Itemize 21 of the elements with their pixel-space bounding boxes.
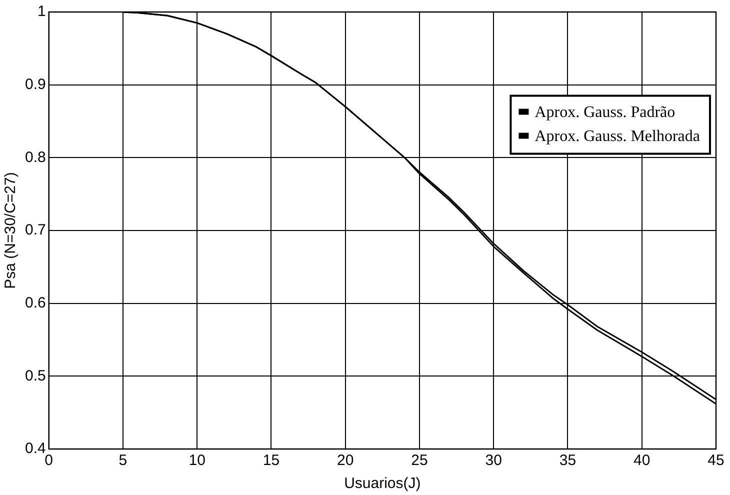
x-tick-label: 20: [337, 452, 354, 470]
x-tick-label: 40: [634, 452, 650, 470]
x-axis-title: Usuarios(J): [344, 475, 421, 492]
x-tick-label: 35: [559, 452, 576, 470]
x-tick-label: 25: [411, 452, 428, 470]
x-tick-label: 5: [118, 452, 128, 470]
y-tick-label: 0.5: [24, 367, 46, 384]
y-tick-label: 0.8: [24, 148, 46, 166]
y-tick-label: 1: [38, 3, 46, 20]
x-tick-label: 10: [188, 452, 206, 470]
legend-label: Aprox. Gauss. Padrão: [534, 104, 676, 121]
y-axis-title: Psa (N=30/C=27): [2, 172, 20, 289]
x-tick-label: 45: [708, 452, 724, 470]
legend-label: Aprox. Gauss. Melhorada: [534, 128, 700, 145]
y-tick-label: 0.4: [24, 440, 46, 458]
x-tick-label: 0: [44, 452, 54, 470]
y-tick-label: 0.6: [24, 294, 46, 312]
y-tick-label: 0.9: [24, 76, 46, 93]
x-tick-label: 30: [485, 452, 502, 470]
x-tick-label: 15: [262, 452, 280, 470]
y-tick-label: 0.7: [24, 222, 46, 239]
